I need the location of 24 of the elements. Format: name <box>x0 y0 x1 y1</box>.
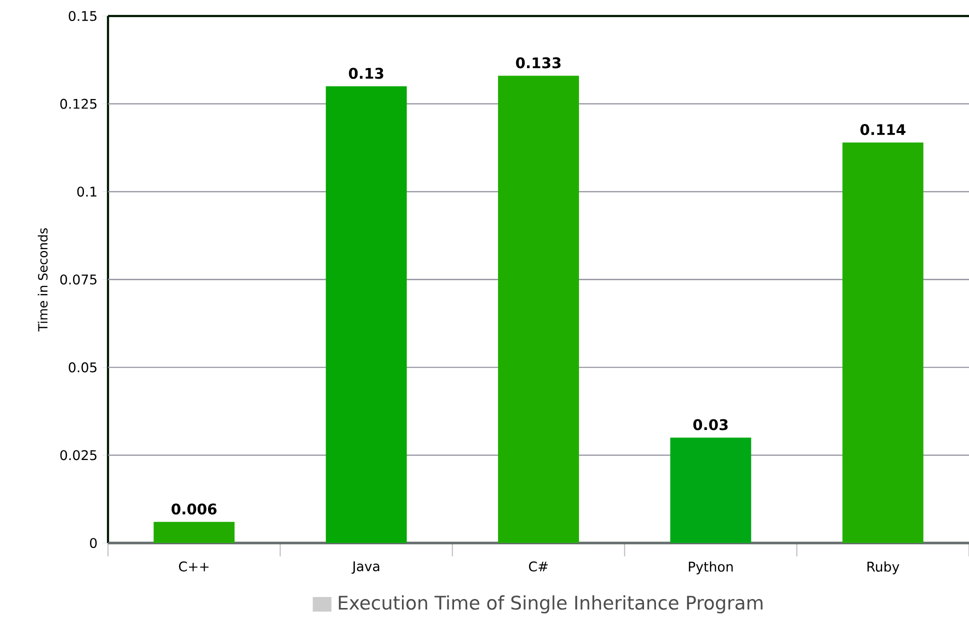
y-tick-label: 0.05 <box>68 362 96 372</box>
bar <box>842 142 924 543</box>
data-label: 0.13 <box>348 68 384 79</box>
y-tick-label: 0.125 <box>60 98 96 109</box>
y-tick-label: 0.025 <box>60 450 96 460</box>
data-label: 0.03 <box>693 419 728 430</box>
x-tick-label: C++ <box>179 561 209 572</box>
x-tick-label: C# <box>529 561 548 572</box>
x-tick-label: Ruby <box>867 561 900 574</box>
bar <box>670 438 752 543</box>
x-tick-label: Java <box>352 561 380 574</box>
y-axis-title: Time in Seconds <box>38 228 48 332</box>
data-label: 0.006 <box>172 503 217 515</box>
data-label: 0.133 <box>516 57 561 68</box>
data-label: 0.114 <box>860 124 906 136</box>
bar <box>498 76 579 543</box>
x-tick-label: Python <box>688 561 733 574</box>
y-tick-label: 0.15 <box>68 10 96 22</box>
y-tick-label: 0.1 <box>77 186 96 197</box>
y-tick-label: 0.075 <box>60 274 96 285</box>
bar <box>154 522 235 543</box>
y-tick-label: 0 <box>90 538 97 548</box>
bar <box>326 86 407 543</box>
text: Execution Time of Single Inheritance Program <box>338 595 762 614</box>
